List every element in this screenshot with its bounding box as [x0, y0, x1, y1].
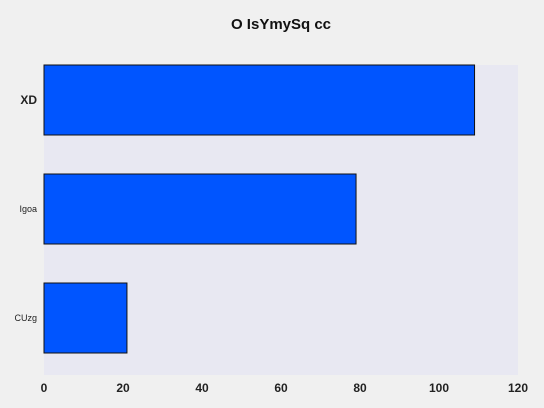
y-tick-label: XD — [20, 93, 37, 107]
y-tick-label: CUzg — [14, 313, 37, 323]
x-tick-label: 60 — [274, 381, 288, 395]
bars-group — [43, 64, 476, 354]
x-tick-label: 100 — [429, 381, 449, 395]
x-tick-label: 120 — [508, 381, 528, 395]
x-tick-labels: 0 20 40 60 80 100 120 — [41, 381, 529, 395]
chart-title: O IsYmySq cc — [231, 16, 331, 33]
x-tick-label: 40 — [195, 381, 209, 395]
x-tick-label: 20 — [116, 381, 130, 395]
x-tick-label: 0 — [41, 381, 48, 395]
x-tick-label: 80 — [353, 381, 367, 395]
bar-igoa — [43, 173, 357, 245]
bar-cuzg — [43, 282, 128, 354]
y-tick-labels: XD Igoa CUzg — [14, 93, 37, 323]
y-tick-label: Igoa — [19, 204, 37, 214]
bar-xd — [43, 64, 476, 136]
